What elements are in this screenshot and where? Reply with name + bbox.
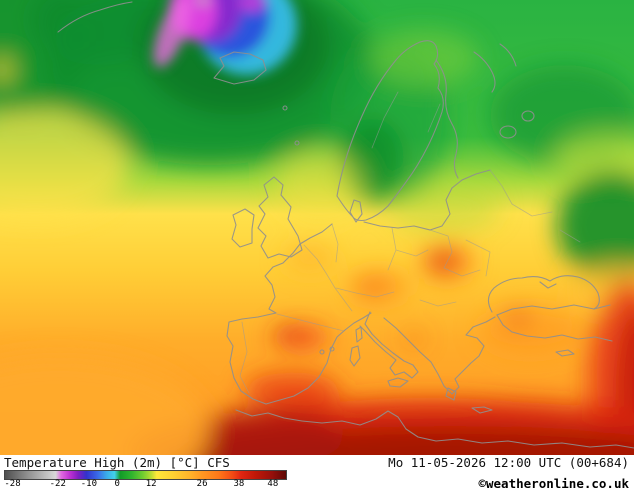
map-footer: Temperature High (2m) [°C] CFS -28 -22 -10… [0,455,634,490]
colorbar-tick: 38 [233,479,245,489]
temperature-map [0,0,634,455]
colorbar-tick: 48 [267,479,279,489]
attribution-link[interactable]: ©weatheronline.co.uk [478,476,629,490]
map-title: Temperature High (2m) [°C] CFS [4,455,230,470]
colorbar-tick: 0 [114,479,120,489]
map-datetime: Mo 11-05-2026 12:00 UTC (00+684) [388,455,629,470]
colorbar-tick: 26 [196,479,208,489]
cold-anomaly-rings [153,0,297,75]
colorbar-tick: 12 [145,479,157,489]
colorbar-ticks: -28 -22 -10 0 12 26 38 48 [4,480,287,490]
country-borders [239,91,581,394]
coastlines [57,1,634,449]
colorbar-tick: -22 [49,479,66,489]
europe-temperature-field [0,0,634,455]
colorbar-tick: -10 [80,479,98,489]
temperature-colorbar [4,470,287,480]
colorbar-tick: -28 [4,479,21,489]
